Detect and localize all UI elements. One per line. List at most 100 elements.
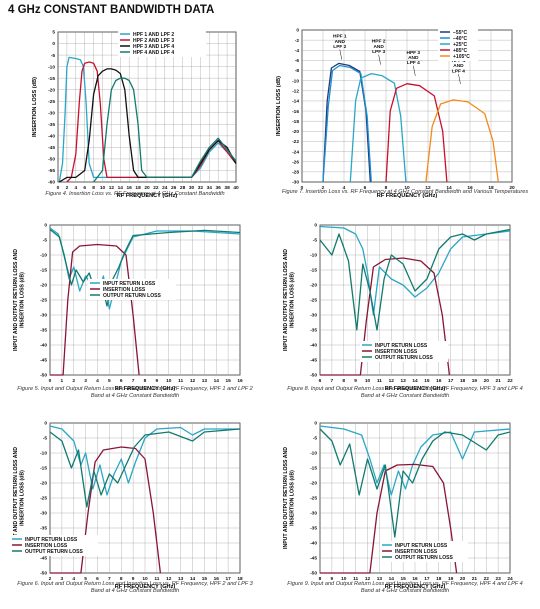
x-tick-label: 18 (488, 185, 494, 191)
y-tick-label: -20 (310, 283, 317, 289)
chart-svg: 8 9 10 11 12 13 14 15 16 17 18 19 20 21 22 23 24 0 -5 -10 -1… (283, 421, 513, 590)
x-tick-label: 6 (364, 185, 367, 191)
x-tick-label: 0 (301, 185, 304, 191)
x-tick-label: 22 (507, 378, 513, 384)
y-tick-label: -20 (48, 87, 55, 93)
x-tick-label: 12 (166, 576, 172, 582)
x-tick-label: 28 (180, 185, 186, 191)
legend-label: INPUT RETURN LOSS (25, 537, 78, 543)
y-tick-label: -26 (292, 159, 299, 165)
x-tick-label: 8 (319, 576, 322, 582)
legend-label: −40°C (453, 36, 467, 42)
x-tick-label: 14 (389, 576, 395, 582)
x-tick-label: 13 (400, 378, 406, 384)
x-tick-label: 10 (365, 378, 371, 384)
y-tick-label: -10 (292, 78, 299, 84)
x-tick-label: 9 (132, 576, 135, 582)
x-tick-label: 10 (142, 576, 148, 582)
x-tick-label: 9 (156, 378, 159, 384)
x-axis-label: RF FREQUENCY (GHz) (115, 584, 176, 590)
x-tick-label: 4 (96, 378, 99, 384)
y-tick-label: -30 (310, 511, 317, 517)
y-tick-label: -45 (310, 358, 317, 364)
y-tick-label: 0 (314, 223, 317, 229)
x-tick-label: 0 (49, 378, 52, 384)
figure-caption: Figure 6. Input and Output Return Loss a… (17, 581, 253, 594)
chart-svg: 0 1 2 3 4 5 6 7 8 9 10 11 12 13 14 15 160-5-10-15-20-25-… (13, 223, 243, 392)
x-tick-label: 18 (436, 576, 442, 582)
x-tick-label: 34 (207, 185, 213, 191)
x-tick-label: 7 (331, 378, 334, 384)
x-tick-label: 13 (377, 576, 383, 582)
y-tick-label: -15 (48, 76, 55, 82)
x-tick-label: 15 (424, 378, 430, 384)
x-tick-label: 24 (507, 576, 513, 582)
x-tick-label: 12 (425, 185, 431, 191)
y-tick-label: -40 (310, 541, 317, 547)
legend-box (380, 541, 468, 562)
x-tick-label: 14 (118, 185, 124, 191)
x-tick-label: 9 (331, 576, 334, 582)
y-tick-label: -40 (48, 134, 55, 140)
x-tick-label: 10 (404, 185, 410, 191)
x-tick-label: 5 (84, 576, 87, 582)
x-tick-label: 22 (484, 576, 490, 582)
x-tick-label: 12 (190, 378, 196, 384)
x-tick-label: 20 (144, 185, 150, 191)
y-tick-label: -45 (310, 556, 317, 562)
figure-caption: Figure 7. Insertion Loss vs. RF Frequenc… (281, 189, 529, 195)
series-line-1 (322, 64, 372, 183)
x-tick-label: 11 (154, 576, 159, 582)
chart-legend: −55°C−40°C+25°C+85°C+105°C (438, 28, 478, 61)
figure-caption: Figure 8. Input and Output Return Loss a… (287, 386, 523, 399)
x-tick-label: 20 (484, 378, 490, 384)
figure-caption: Figure 5. Input and Output Return Loss a… (17, 386, 253, 399)
y-tick-label: -10 (40, 253, 47, 259)
y-tick-label: -10 (310, 451, 317, 457)
y-tick-label: -25 (48, 99, 55, 105)
x-tick-label: 21 (495, 378, 501, 384)
y-tick-label: -10 (48, 64, 55, 70)
series-line-0 (58, 56, 237, 183)
x-tick-label: 16 (127, 185, 133, 191)
series-line-4 (425, 99, 499, 183)
y-tick-label: 0 (52, 41, 55, 47)
y-tick-label: -18 (292, 119, 299, 125)
y-tick-label: -10 (40, 451, 47, 457)
chart-svg: 2 3 4 5 6 7 8 9 10 11 12 13 14 15 16 17 18 0 -5 -10 -15 -20 -2… (10, 421, 243, 590)
legend-label: OUTPUT RETURN LOSS (25, 549, 83, 555)
y-axis-label: INSERTION LOSS (dB) (276, 76, 282, 136)
chart-figure-4: 0 2 4 6 8 10 12 14 16 18 20 22 24 26 28 30 32 34 36 38 40 5 0-… (0, 20, 270, 215)
x-tick-label: 19 (472, 378, 478, 384)
y-tick-label: 0 (296, 28, 299, 34)
x-tick-label: 9 (354, 378, 357, 384)
y-tick-label: -14 (292, 99, 299, 105)
y-tick-label: -30 (292, 180, 299, 186)
y-tick-label: -35 (40, 328, 47, 334)
legend-label: INSERTION LOSS (25, 543, 68, 549)
x-tick-label: 14 (446, 185, 452, 191)
x-tick-label: 14 (214, 378, 220, 384)
legend-label: INSERTION LOSS (103, 287, 146, 293)
legend-label: INPUT RETURN LOSS (375, 343, 428, 349)
y-tick-label: 5 (52, 30, 55, 36)
y-tick-label: -35 (310, 328, 317, 334)
x-axis-label: RF FREQUENCY (GHz) (385, 386, 446, 392)
y-tick-label: -60 (48, 180, 55, 186)
y-tick-label: -45 (40, 358, 47, 364)
x-tick-label: 17 (424, 576, 430, 582)
x-tick-label: 18 (237, 576, 243, 582)
x-axis-label: RF FREQUENCY (GHz) (117, 193, 178, 199)
y-tick-label: -30 (40, 511, 47, 517)
y-tick-label: -35 (48, 122, 55, 128)
y-tick-label: -24 (292, 149, 299, 155)
x-tick-label: 16 (467, 185, 473, 191)
y-axis-label: INPUT AND OUTPUT RETURN LOSS ANDINSERTIO… (283, 249, 296, 351)
x-tick-label: 8 (342, 378, 345, 384)
x-tick-label: 19 (448, 576, 454, 582)
x-tick-label: 8 (92, 185, 95, 191)
page-heading: 4 GHz CONSTANT BANDWIDTH DATA (8, 4, 215, 16)
